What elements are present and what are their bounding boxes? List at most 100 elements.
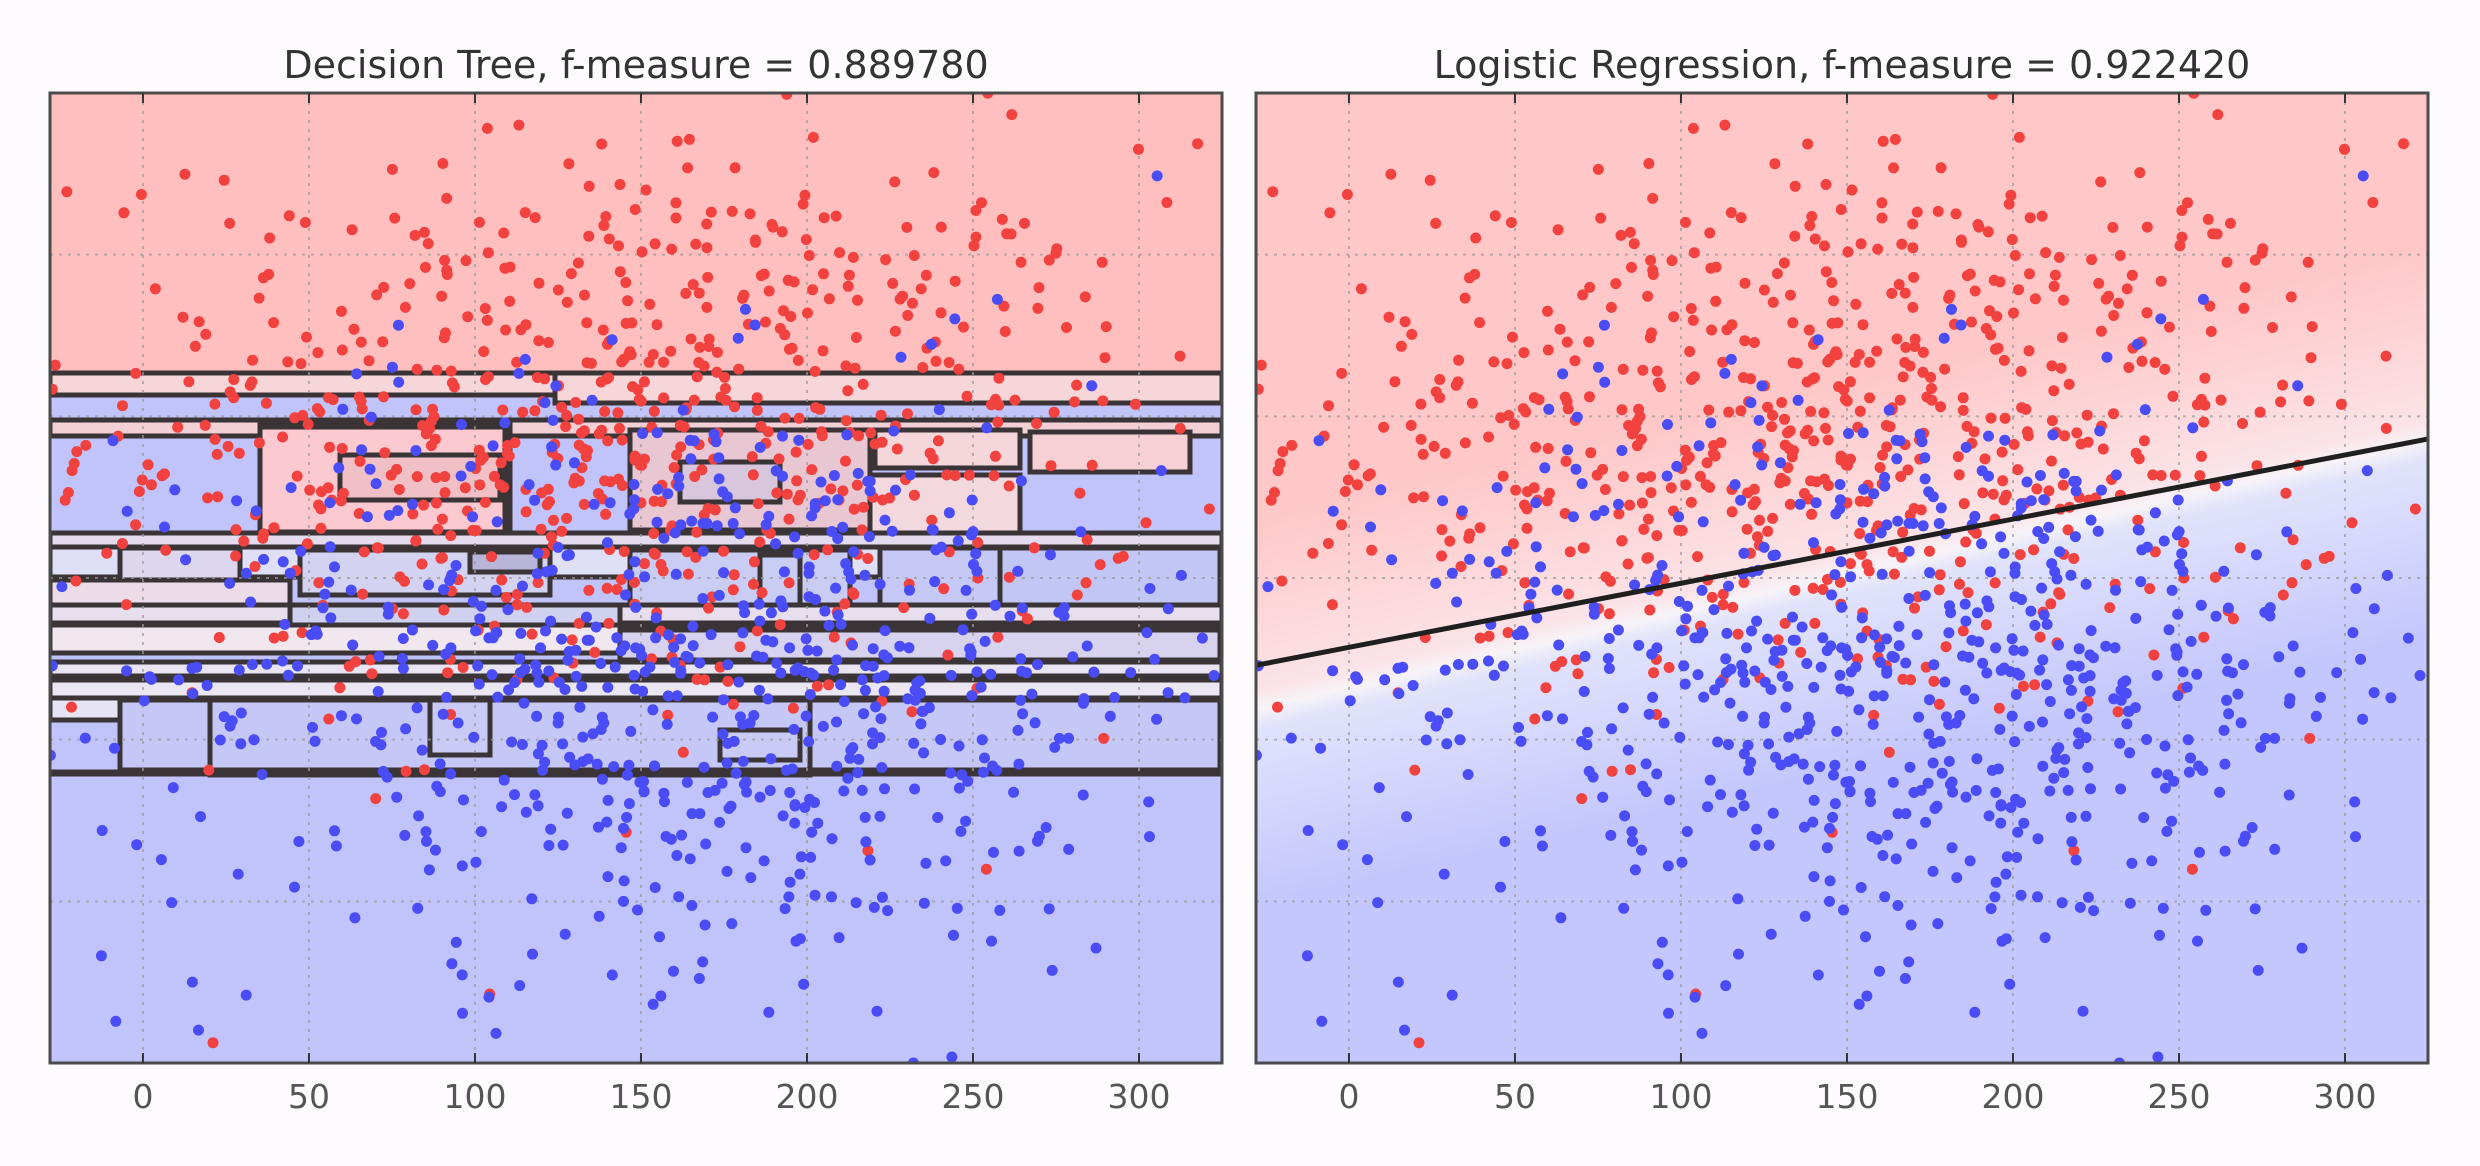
data-point — [1829, 759, 1841, 771]
data-point — [2037, 760, 2049, 772]
data-point — [623, 798, 635, 810]
data-point — [1196, 632, 1208, 644]
data-point — [1943, 292, 1955, 304]
data-point — [378, 391, 389, 403]
data-point — [1798, 821, 1810, 833]
data-point — [812, 817, 824, 829]
data-point — [1061, 322, 1072, 333]
data-point — [1626, 826, 1638, 838]
data-point — [531, 710, 543, 722]
data-point — [1619, 810, 1631, 822]
data-point — [1739, 335, 1751, 347]
data-point — [614, 422, 625, 434]
data-point — [2110, 469, 2122, 481]
data-point — [2080, 578, 2092, 590]
data-point — [2056, 332, 2068, 343]
data-point — [513, 119, 525, 131]
data-point — [2009, 561, 2021, 573]
data-point — [957, 624, 969, 636]
data-point — [1531, 612, 1543, 624]
data-point — [400, 765, 412, 777]
data-point — [474, 216, 485, 228]
data-point — [600, 508, 612, 520]
data-point — [717, 728, 729, 740]
data-point — [1686, 374, 1697, 385]
data-point — [520, 319, 532, 331]
data-point — [166, 897, 178, 909]
data-point — [1745, 397, 1757, 409]
data-point — [2357, 713, 2369, 725]
data-point — [1954, 578, 1965, 590]
data-point — [62, 487, 74, 498]
data-point — [1405, 419, 1417, 431]
data-point — [1802, 773, 1814, 785]
data-point — [1337, 839, 1349, 851]
data-point — [722, 675, 734, 687]
data-point — [732, 332, 744, 344]
data-point — [620, 589, 632, 601]
data-point — [754, 791, 766, 803]
data-point — [603, 233, 615, 245]
data-point — [1689, 991, 1701, 1003]
data-point — [1446, 989, 1458, 1001]
data-point — [671, 135, 683, 147]
data-point — [559, 684, 571, 695]
data-point — [1879, 480, 1891, 492]
data-point — [561, 512, 573, 524]
data-point — [133, 486, 145, 497]
data-point — [135, 189, 147, 200]
data-point — [1815, 661, 1827, 673]
data-point — [1208, 670, 1220, 681]
data-point — [819, 495, 831, 507]
data-point — [80, 439, 92, 451]
data-point — [928, 167, 940, 179]
data-point — [1696, 1027, 1708, 1039]
data-point — [1704, 227, 1716, 239]
data-point — [1441, 707, 1453, 719]
data-point — [71, 446, 83, 458]
data-point — [1856, 612, 1868, 624]
data-point — [935, 221, 947, 233]
data-point — [852, 767, 864, 779]
data-point — [315, 522, 327, 534]
data-point — [650, 612, 662, 624]
data-point — [1834, 669, 1846, 681]
data-point — [602, 681, 614, 693]
data-point — [330, 840, 342, 852]
data-point — [1428, 440, 1440, 452]
data-point — [2023, 345, 2035, 357]
data-point — [2277, 589, 2289, 601]
data-point — [808, 549, 820, 561]
data-point — [130, 367, 142, 379]
data-point — [436, 290, 448, 302]
data-point — [803, 561, 815, 573]
data-point — [1771, 268, 1783, 280]
data-point — [2044, 696, 2056, 707]
data-point — [611, 584, 623, 595]
data-point — [816, 430, 828, 442]
data-point — [1673, 596, 1685, 607]
data-point — [651, 319, 663, 331]
data-point — [656, 496, 667, 508]
data-point — [980, 863, 992, 875]
data-point — [581, 357, 593, 369]
data-point — [1952, 451, 1964, 463]
data-point — [1474, 317, 1486, 329]
data-point — [826, 891, 837, 903]
data-point — [2008, 644, 2020, 656]
data-point — [212, 491, 224, 503]
data-point — [966, 494, 978, 506]
data-point — [2104, 602, 2116, 614]
data-point — [1528, 482, 1540, 494]
data-point — [573, 475, 585, 487]
data-point — [1459, 437, 1471, 449]
data-point — [407, 508, 419, 520]
data-point — [1939, 363, 1951, 375]
data-point — [1415, 398, 1427, 410]
data-point — [673, 480, 685, 492]
data-point — [804, 689, 816, 700]
data-point — [329, 561, 340, 573]
data-point — [1783, 443, 1795, 455]
data-point — [1717, 356, 1729, 368]
data-point — [749, 319, 761, 331]
